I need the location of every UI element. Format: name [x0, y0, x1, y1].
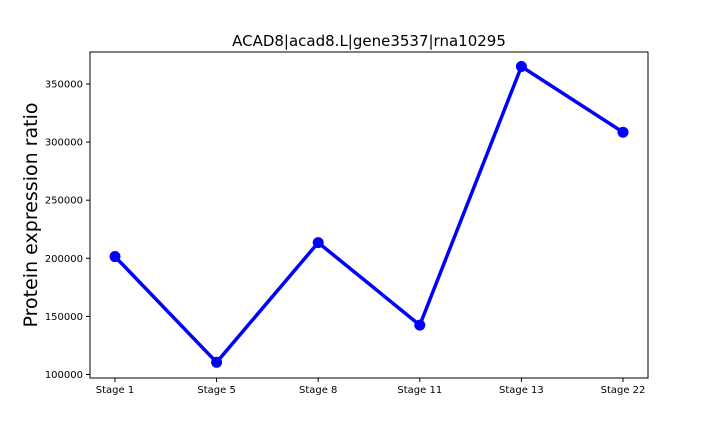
x-tick-label: Stage 22 [601, 385, 646, 396]
x-tick-label: Stage 8 [299, 385, 337, 396]
data-point [109, 251, 121, 263]
data-point [617, 126, 629, 138]
y-tick-label: 100000 [45, 370, 83, 381]
y-axis-label: Protein expression ratio [20, 103, 42, 328]
x-tick-label: Stage 5 [197, 385, 235, 396]
y-tick-label: 350000 [45, 79, 83, 90]
x-tick-label: Stage 13 [499, 385, 544, 396]
data-point [312, 237, 324, 249]
x-tick-label: Stage 1 [96, 385, 134, 396]
x-tick-label: Stage 11 [397, 385, 442, 396]
data-point [515, 61, 527, 73]
chart-title: ACAD8|acad8.L|gene3537|rna10295 [232, 32, 506, 50]
y-tick-label: 300000 [45, 138, 83, 149]
y-tick-label: 250000 [45, 196, 83, 207]
plot-area: 100000 150000 200000 250000 300000 350000 Stag… [45, 51, 649, 396]
y-tick-label: 150000 [45, 312, 83, 323]
data-point [414, 319, 426, 331]
plot-frame [89, 51, 649, 379]
series-line [113, 64, 625, 365]
y-tick-label: 200000 [45, 254, 83, 265]
data-point [211, 356, 223, 368]
